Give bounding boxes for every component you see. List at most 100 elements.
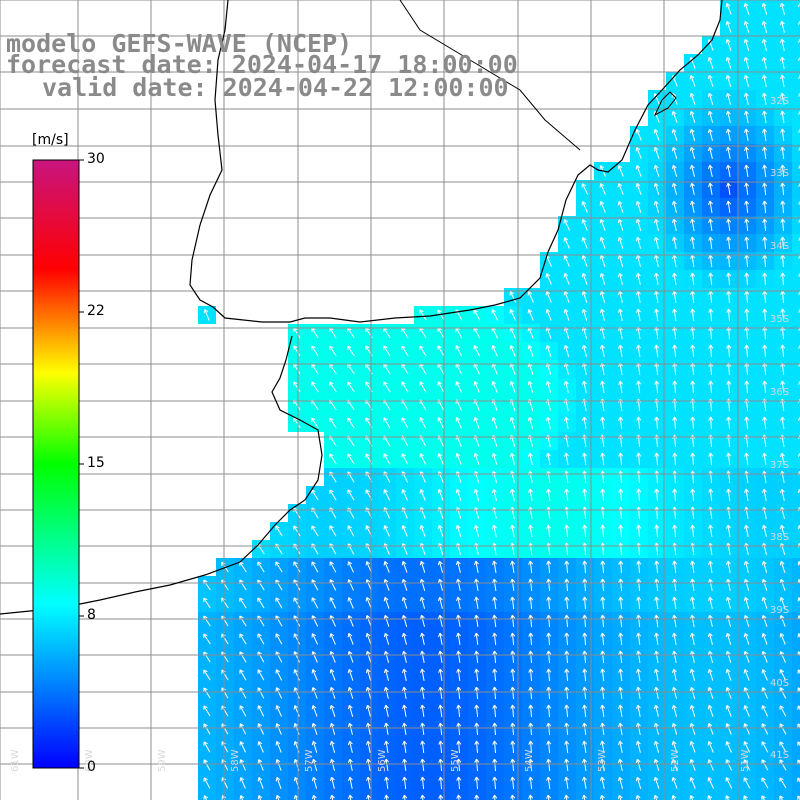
wind-arrow (780, 254, 786, 268)
wind-arrow (671, 758, 678, 771)
wind-arrow (401, 381, 409, 393)
wind-arrow (420, 668, 425, 681)
wind-arrow (564, 596, 570, 610)
wind-arrow (383, 632, 390, 645)
wind-arrow (546, 668, 552, 682)
wind-arrow (780, 290, 786, 304)
wind-arrow (618, 650, 624, 664)
wind-arrow (257, 687, 265, 699)
wind-arrow (653, 164, 660, 177)
wind-arrow (456, 722, 462, 736)
wind-arrow (419, 596, 426, 609)
wind-cell (756, 792, 774, 800)
wind-arrow (510, 596, 516, 610)
wind-cell (216, 792, 234, 800)
wind-arrow (582, 380, 587, 393)
wind-arrow (582, 452, 588, 465)
wind-arrow (653, 794, 659, 800)
wind-arrow (726, 488, 732, 501)
wind-arrow (564, 758, 570, 771)
wind-arrow (743, 795, 748, 800)
wind-arrow (762, 236, 768, 250)
wind-arrow (618, 452, 624, 466)
wind-arrow (564, 488, 570, 501)
wind-arrow (257, 633, 265, 645)
wind-arrow (239, 759, 246, 771)
wind-arrow (347, 345, 355, 357)
wind-arrow (671, 722, 678, 735)
wind-arrow (654, 416, 660, 430)
wind-cell (792, 378, 800, 396)
wind-arrow (618, 596, 624, 610)
wind-arrow (672, 290, 678, 303)
wind-arrow (582, 740, 588, 753)
wind-arrow (654, 578, 660, 592)
wind-arrow (761, 723, 769, 735)
wind-arrow (779, 723, 787, 735)
wind-cell (792, 666, 800, 684)
wind-arrow (762, 452, 767, 465)
wind-arrow (725, 3, 732, 15)
wind-arrow (293, 525, 301, 537)
wind-arrow (203, 705, 211, 717)
wind-arrow (708, 272, 714, 286)
wind-arrow (689, 704, 696, 717)
wind-arrow (762, 200, 768, 214)
wind-arrow (275, 723, 282, 735)
wind-arrow (653, 776, 660, 789)
wind-arrow (672, 344, 678, 358)
wind-arrow (582, 668, 588, 682)
wind-arrow (599, 254, 606, 267)
wind-arrow (582, 704, 588, 718)
wind-arrow (636, 632, 642, 645)
wind-arrow (690, 344, 696, 358)
wind-arrow (707, 741, 714, 753)
wind-arrow (366, 776, 371, 789)
wind-arrow (329, 758, 335, 771)
wind-arrow (473, 417, 480, 429)
wind-arrow (726, 164, 731, 177)
wind-arrow (689, 686, 696, 699)
wind-arrow (329, 597, 337, 609)
wind-arrow (510, 722, 516, 736)
colorbar-tick-22: 22 (87, 303, 105, 319)
wind-arrow (653, 218, 659, 231)
wind-arrow (438, 722, 444, 736)
wind-arrow (708, 488, 714, 502)
wind-arrow (510, 776, 516, 790)
wind-arrow (257, 597, 265, 609)
wind-arrow (257, 669, 265, 681)
wind-arrow (761, 741, 769, 753)
wind-arrow (762, 488, 767, 501)
wind-arrow (384, 722, 389, 735)
wind-arrow (564, 452, 569, 465)
wind-arrow (546, 452, 551, 465)
wind-arrow (617, 290, 623, 303)
wind-arrow (474, 650, 480, 664)
wind-arrow (564, 614, 570, 628)
wind-arrow (743, 56, 750, 69)
wind-arrow (582, 794, 587, 800)
lat-label: 35S (770, 314, 789, 325)
wind-arrow (329, 453, 337, 465)
wind-arrow (599, 201, 606, 213)
wind-arrow (762, 182, 768, 196)
lat-label: 32S (770, 96, 789, 107)
wind-arrow (420, 794, 426, 800)
wind-arrow (329, 417, 337, 429)
wind-arrow (384, 740, 389, 753)
wind-arrow (600, 488, 606, 502)
wind-arrow (654, 614, 660, 627)
wind-arrow (780, 218, 786, 232)
wind-arrow (383, 453, 391, 465)
wind-cell (792, 720, 800, 738)
wind-arrow (527, 452, 533, 466)
wind-arrow (690, 290, 696, 304)
wind-arrow (275, 597, 283, 609)
wind-arrow (636, 344, 642, 357)
wind-arrow (509, 345, 516, 357)
wind-arrow (779, 795, 784, 800)
wind-arrow (618, 380, 624, 393)
wind-arrow (383, 704, 389, 718)
wind-cell (792, 216, 800, 234)
